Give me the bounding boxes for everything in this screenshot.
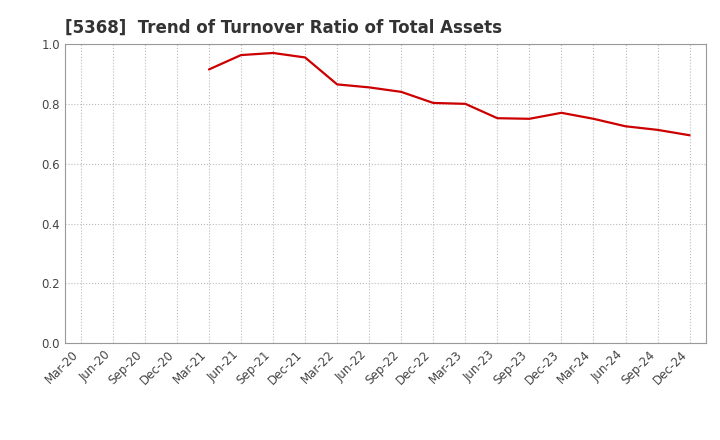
Text: [5368]  Trend of Turnover Ratio of Total Assets: [5368] Trend of Turnover Ratio of Total …	[65, 19, 502, 37]
